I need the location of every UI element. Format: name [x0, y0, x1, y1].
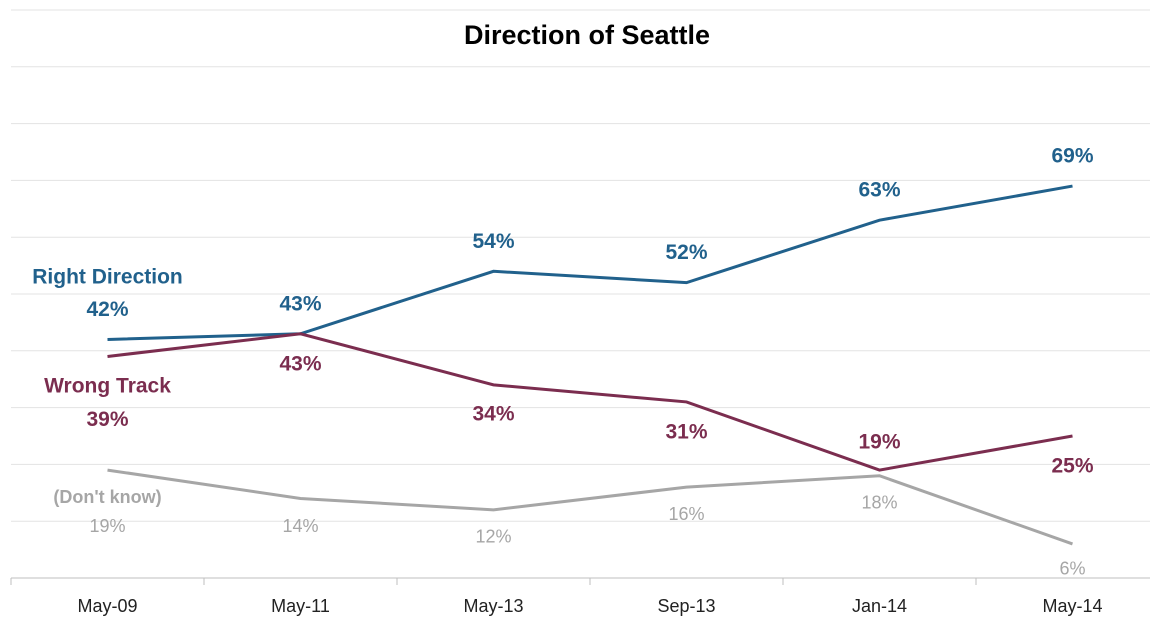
series-line [107, 184, 1073, 341]
x-tick-label: Sep-13 [657, 596, 715, 616]
data-label: 43% [279, 292, 321, 315]
data-label: 19% [89, 516, 125, 536]
data-label: 25% [1051, 455, 1093, 478]
data-label: 19% [858, 431, 900, 454]
series-line [107, 332, 1073, 472]
series-line [107, 468, 1073, 546]
x-tick-label: May-14 [1042, 596, 1102, 616]
data-label: 63% [858, 179, 900, 202]
data-label: 31% [665, 420, 707, 443]
x-tick-label: May-13 [463, 596, 523, 616]
x-tick-label: Jan-14 [852, 596, 907, 616]
data-label: 69% [1051, 145, 1093, 168]
x-tick-label: May-11 [271, 596, 330, 616]
data-label: 18% [861, 493, 897, 513]
x-tick-label: May-09 [77, 596, 137, 616]
data-label: 34% [472, 402, 514, 425]
data-label: 43% [279, 352, 321, 375]
series-name: Right Direction [32, 266, 183, 289]
data-label: 52% [665, 241, 707, 264]
data-label: 16% [668, 504, 704, 524]
data-label: 6% [1059, 559, 1085, 579]
series-name: Wrong Track [44, 375, 171, 398]
data-label: 14% [282, 516, 318, 536]
data-label: 12% [475, 527, 511, 547]
series-name: (Don't know) [53, 487, 161, 507]
data-label: 54% [472, 230, 514, 253]
data-label: 42% [86, 298, 128, 321]
chart-title: Direction of Seattle [464, 20, 710, 50]
data-label: 39% [86, 408, 128, 431]
